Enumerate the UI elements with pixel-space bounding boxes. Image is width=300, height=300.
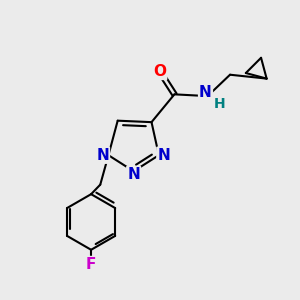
Text: F: F [86, 257, 96, 272]
Text: N: N [199, 85, 212, 100]
Text: N: N [158, 148, 170, 163]
Text: H: H [213, 97, 225, 111]
Text: O: O [153, 64, 166, 79]
Text: N: N [96, 148, 109, 163]
Text: N: N [127, 167, 140, 182]
